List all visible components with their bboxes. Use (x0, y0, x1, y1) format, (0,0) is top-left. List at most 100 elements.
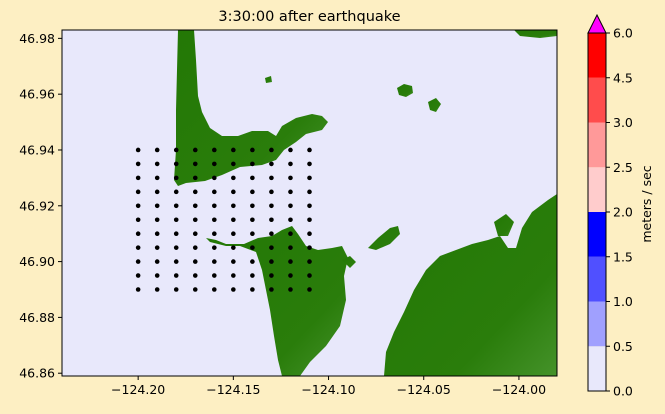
gauge-point (135, 175, 141, 181)
gauge-point (154, 203, 160, 209)
gauge-point (269, 259, 274, 264)
colorbar-tick-label: 0.0 (613, 384, 633, 399)
gauge-point (250, 287, 255, 292)
y-axis: 46.86 46.88 46.90 46.92 46.94 46.96 46.98 (19, 31, 62, 381)
gauge-point (154, 259, 160, 264)
gauge-point (173, 217, 179, 223)
colorbar-tick-label: 4.5 (613, 70, 633, 85)
gauge-point (231, 273, 236, 278)
gauge-point (269, 161, 274, 167)
gauge-point (135, 161, 141, 167)
y-tick-label: 46.90 (19, 254, 55, 269)
gauge-point (231, 217, 236, 223)
gauge-point (269, 231, 274, 236)
gauge-point (192, 273, 198, 278)
gauge-point (231, 203, 236, 209)
gauge-point (288, 245, 293, 250)
gauge-point (250, 175, 255, 181)
colorbar-label: meters / sec (639, 165, 654, 242)
y-tick-label: 46.96 (19, 87, 55, 102)
gauge-point (173, 189, 179, 195)
colorbar-segment (588, 77, 606, 123)
gauge-point (135, 259, 141, 264)
land-peninsula-north (174, 30, 328, 186)
gauge-point (231, 161, 236, 167)
gauge-point (307, 245, 312, 250)
land-island-5 (342, 256, 356, 268)
gauge-point (192, 217, 198, 223)
gauge-point (173, 259, 179, 264)
land-peninsula-south (206, 226, 348, 376)
gauge-point (212, 175, 217, 181)
map-plot-area (62, 30, 557, 376)
gauge-point (231, 287, 236, 292)
gauge-point (231, 175, 236, 181)
gauge-point (288, 287, 293, 292)
gauge-point (288, 231, 293, 236)
colorbar-extend-arrow (587, 13, 607, 34)
gauge-point (307, 203, 312, 209)
gauge-point (135, 287, 141, 292)
gauge-point (269, 217, 274, 223)
gauge-point (250, 245, 255, 250)
gauge-point (250, 189, 255, 195)
gauge-point (192, 287, 198, 292)
colorbar-segment (588, 212, 606, 257)
gauge-point (154, 161, 160, 167)
x-axis: −124.20 −124.15 −124.10 −124.05 −124.00 (111, 376, 546, 397)
colorbar-segment (588, 33, 606, 78)
gauge-point (135, 147, 141, 153)
y-tick-label: 46.94 (19, 142, 55, 157)
land-island-2 (428, 98, 441, 112)
gauge-point (173, 203, 179, 209)
gauge-point (212, 273, 217, 278)
gauge-point (269, 287, 274, 292)
gauge-point (231, 259, 236, 264)
y-tick-label: 46.92 (19, 198, 55, 213)
gauge-point (288, 259, 293, 264)
gauge-point (192, 147, 198, 153)
land-masses (174, 30, 557, 376)
gauge-point (212, 147, 217, 153)
gauge-point (212, 217, 217, 223)
x-tick-label: −124.15 (206, 382, 260, 397)
colorbar-segment (588, 122, 606, 168)
gauge-point (212, 259, 217, 264)
gauge-point (173, 273, 179, 278)
gauge-point (192, 259, 198, 264)
gauge-point (212, 203, 217, 209)
gauge-point (307, 147, 312, 153)
gauge-point (173, 147, 179, 153)
gauge-point (192, 231, 198, 236)
gauge-points (135, 147, 312, 292)
colorbar-tick-label: 3.0 (613, 115, 633, 130)
colorbar-tick-label: 0.5 (613, 339, 633, 354)
gauge-point (154, 175, 160, 181)
gauge-point (250, 231, 255, 236)
x-tick-label: −124.20 (111, 382, 165, 397)
colorbar-tick-label: 1.5 (613, 249, 633, 264)
gauge-point (288, 161, 293, 167)
gauge-point (231, 147, 236, 153)
colorbar-segment (588, 301, 606, 347)
gauge-point (192, 245, 198, 250)
colorbar-segment (588, 346, 606, 391)
land-northeast-coast (514, 30, 557, 38)
gauge-point (173, 231, 179, 236)
gauge-point (135, 273, 141, 278)
gauge-point (192, 189, 198, 195)
gauge-point (307, 161, 312, 167)
gauge-point (154, 217, 160, 223)
x-tick-label: −124.05 (397, 382, 451, 397)
gauge-point (307, 175, 312, 181)
gauge-point (307, 189, 312, 195)
gauge-point (173, 245, 179, 250)
gauge-point (154, 147, 160, 153)
gauge-point (154, 231, 160, 236)
gauge-point (269, 203, 274, 209)
gauge-point (192, 203, 198, 209)
chart-title: 3:30:00 after earthquake (218, 9, 400, 25)
gauge-point (288, 203, 293, 209)
land-island-1 (397, 84, 413, 97)
